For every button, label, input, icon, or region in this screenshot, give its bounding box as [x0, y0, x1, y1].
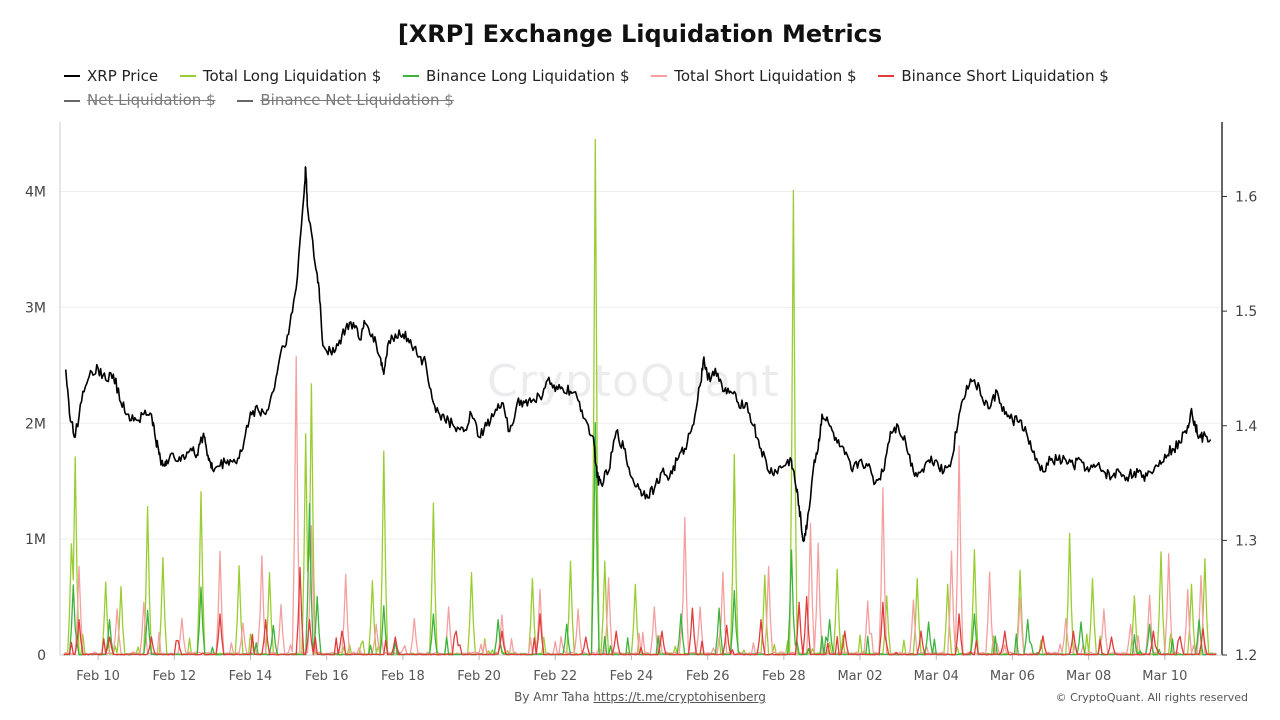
x-tick-label: Feb 16 [305, 669, 349, 684]
legend-label: Total Long Liquidation $ [202, 66, 382, 85]
x-tick-label: Feb 12 [152, 669, 196, 684]
binance-short-liquidation-line [63, 566, 1217, 656]
x-tick-label: Feb 10 [76, 669, 120, 684]
y-right-tick-label: 1.3 [1235, 533, 1257, 549]
legend-item-xrp-price[interactable]: XRP Price [64, 66, 158, 87]
x-tick-label: Mar 02 [837, 669, 882, 684]
x-tick-label: Feb 22 [533, 669, 577, 684]
x-tick-label: Mar 04 [914, 669, 959, 684]
legend-swatch [64, 99, 80, 102]
x-tick-label: Feb 26 [686, 669, 730, 684]
legend-item-total-short-liquidation[interactable]: Total Short Liquidation $ [651, 66, 857, 87]
legend-swatch [878, 75, 895, 77]
legend-label: Net Liquidation $ [87, 91, 216, 109]
watermark: CryptoQuant [487, 356, 780, 407]
y-right-tick-label: 1.6 [1235, 190, 1257, 206]
legend-label: Total Short Liquidation $ [674, 66, 857, 85]
legend-label: Binance Long Liquidation $ [426, 66, 630, 85]
legend-swatch [237, 99, 254, 102]
x-tick-label: Feb 24 [610, 669, 654, 684]
legend-item-binance-long-liquidation[interactable]: Binance Long Liquidation $ [403, 66, 629, 87]
legend-item-net-liquidation[interactable]: Net Liquidation $ [64, 90, 216, 111]
y-left-tick-label: 4M [25, 185, 46, 201]
legend-label: Binance Net Liquidation $ [260, 91, 454, 109]
legend-item-binance-short-liquidation[interactable]: Binance Short Liquidation $ [878, 66, 1109, 87]
legend-label: Binance Short Liquidation $ [901, 66, 1109, 85]
y-left-tick-label: 1M [25, 532, 46, 548]
y-right-tick-label: 1.5 [1235, 304, 1257, 320]
x-tick-label: Feb 28 [762, 669, 806, 684]
legend-swatch [403, 75, 420, 77]
legend-swatch [179, 75, 196, 77]
copyright-notice: © CryptoQuant. All rights reserved [1055, 691, 1248, 704]
x-tick-label: Mar 06 [990, 669, 1035, 684]
x-tick-label: Feb 20 [457, 669, 501, 684]
binance-long-liquidation-line [63, 422, 1217, 656]
author-name: By Amr Taha [514, 690, 590, 704]
xrp-price-line [64, 166, 1212, 543]
legend: XRP Price Total Long Liquidation $ Binan… [64, 62, 1234, 111]
y-right-tick-label: 1.4 [1235, 419, 1257, 435]
legend-swatch [64, 75, 80, 77]
total-long-liquidation-line [63, 138, 1217, 656]
chart-title: [XRP] Exchange Liquidation Metrics [397, 20, 883, 48]
y-left-tick-label: 2M [25, 416, 46, 432]
legend-label: XRP Price [87, 66, 159, 85]
legend-item-binance-net-liquidation[interactable]: Binance Net Liquidation $ [237, 90, 454, 111]
x-tick-label: Mar 08 [1066, 669, 1111, 684]
author-link[interactable]: https://t.me/cryptohisenberg [593, 690, 766, 704]
y-left-tick-label: 3M [25, 300, 46, 316]
y-left-tick-label: 0 [37, 648, 46, 664]
legend-swatch [651, 75, 668, 77]
x-tick-label: Feb 14 [229, 669, 273, 684]
author-credit: By Amr Taha https://t.me/cryptohisenberg [0, 690, 1280, 704]
total-short-liquidation-line [63, 355, 1217, 656]
y-right-tick-label: 1.2 [1235, 648, 1257, 664]
x-tick-label: Mar 10 [1142, 669, 1187, 684]
legend-item-total-long-liquidation[interactable]: Total Long Liquidation $ [179, 66, 382, 87]
x-tick-label: Feb 18 [381, 669, 425, 684]
